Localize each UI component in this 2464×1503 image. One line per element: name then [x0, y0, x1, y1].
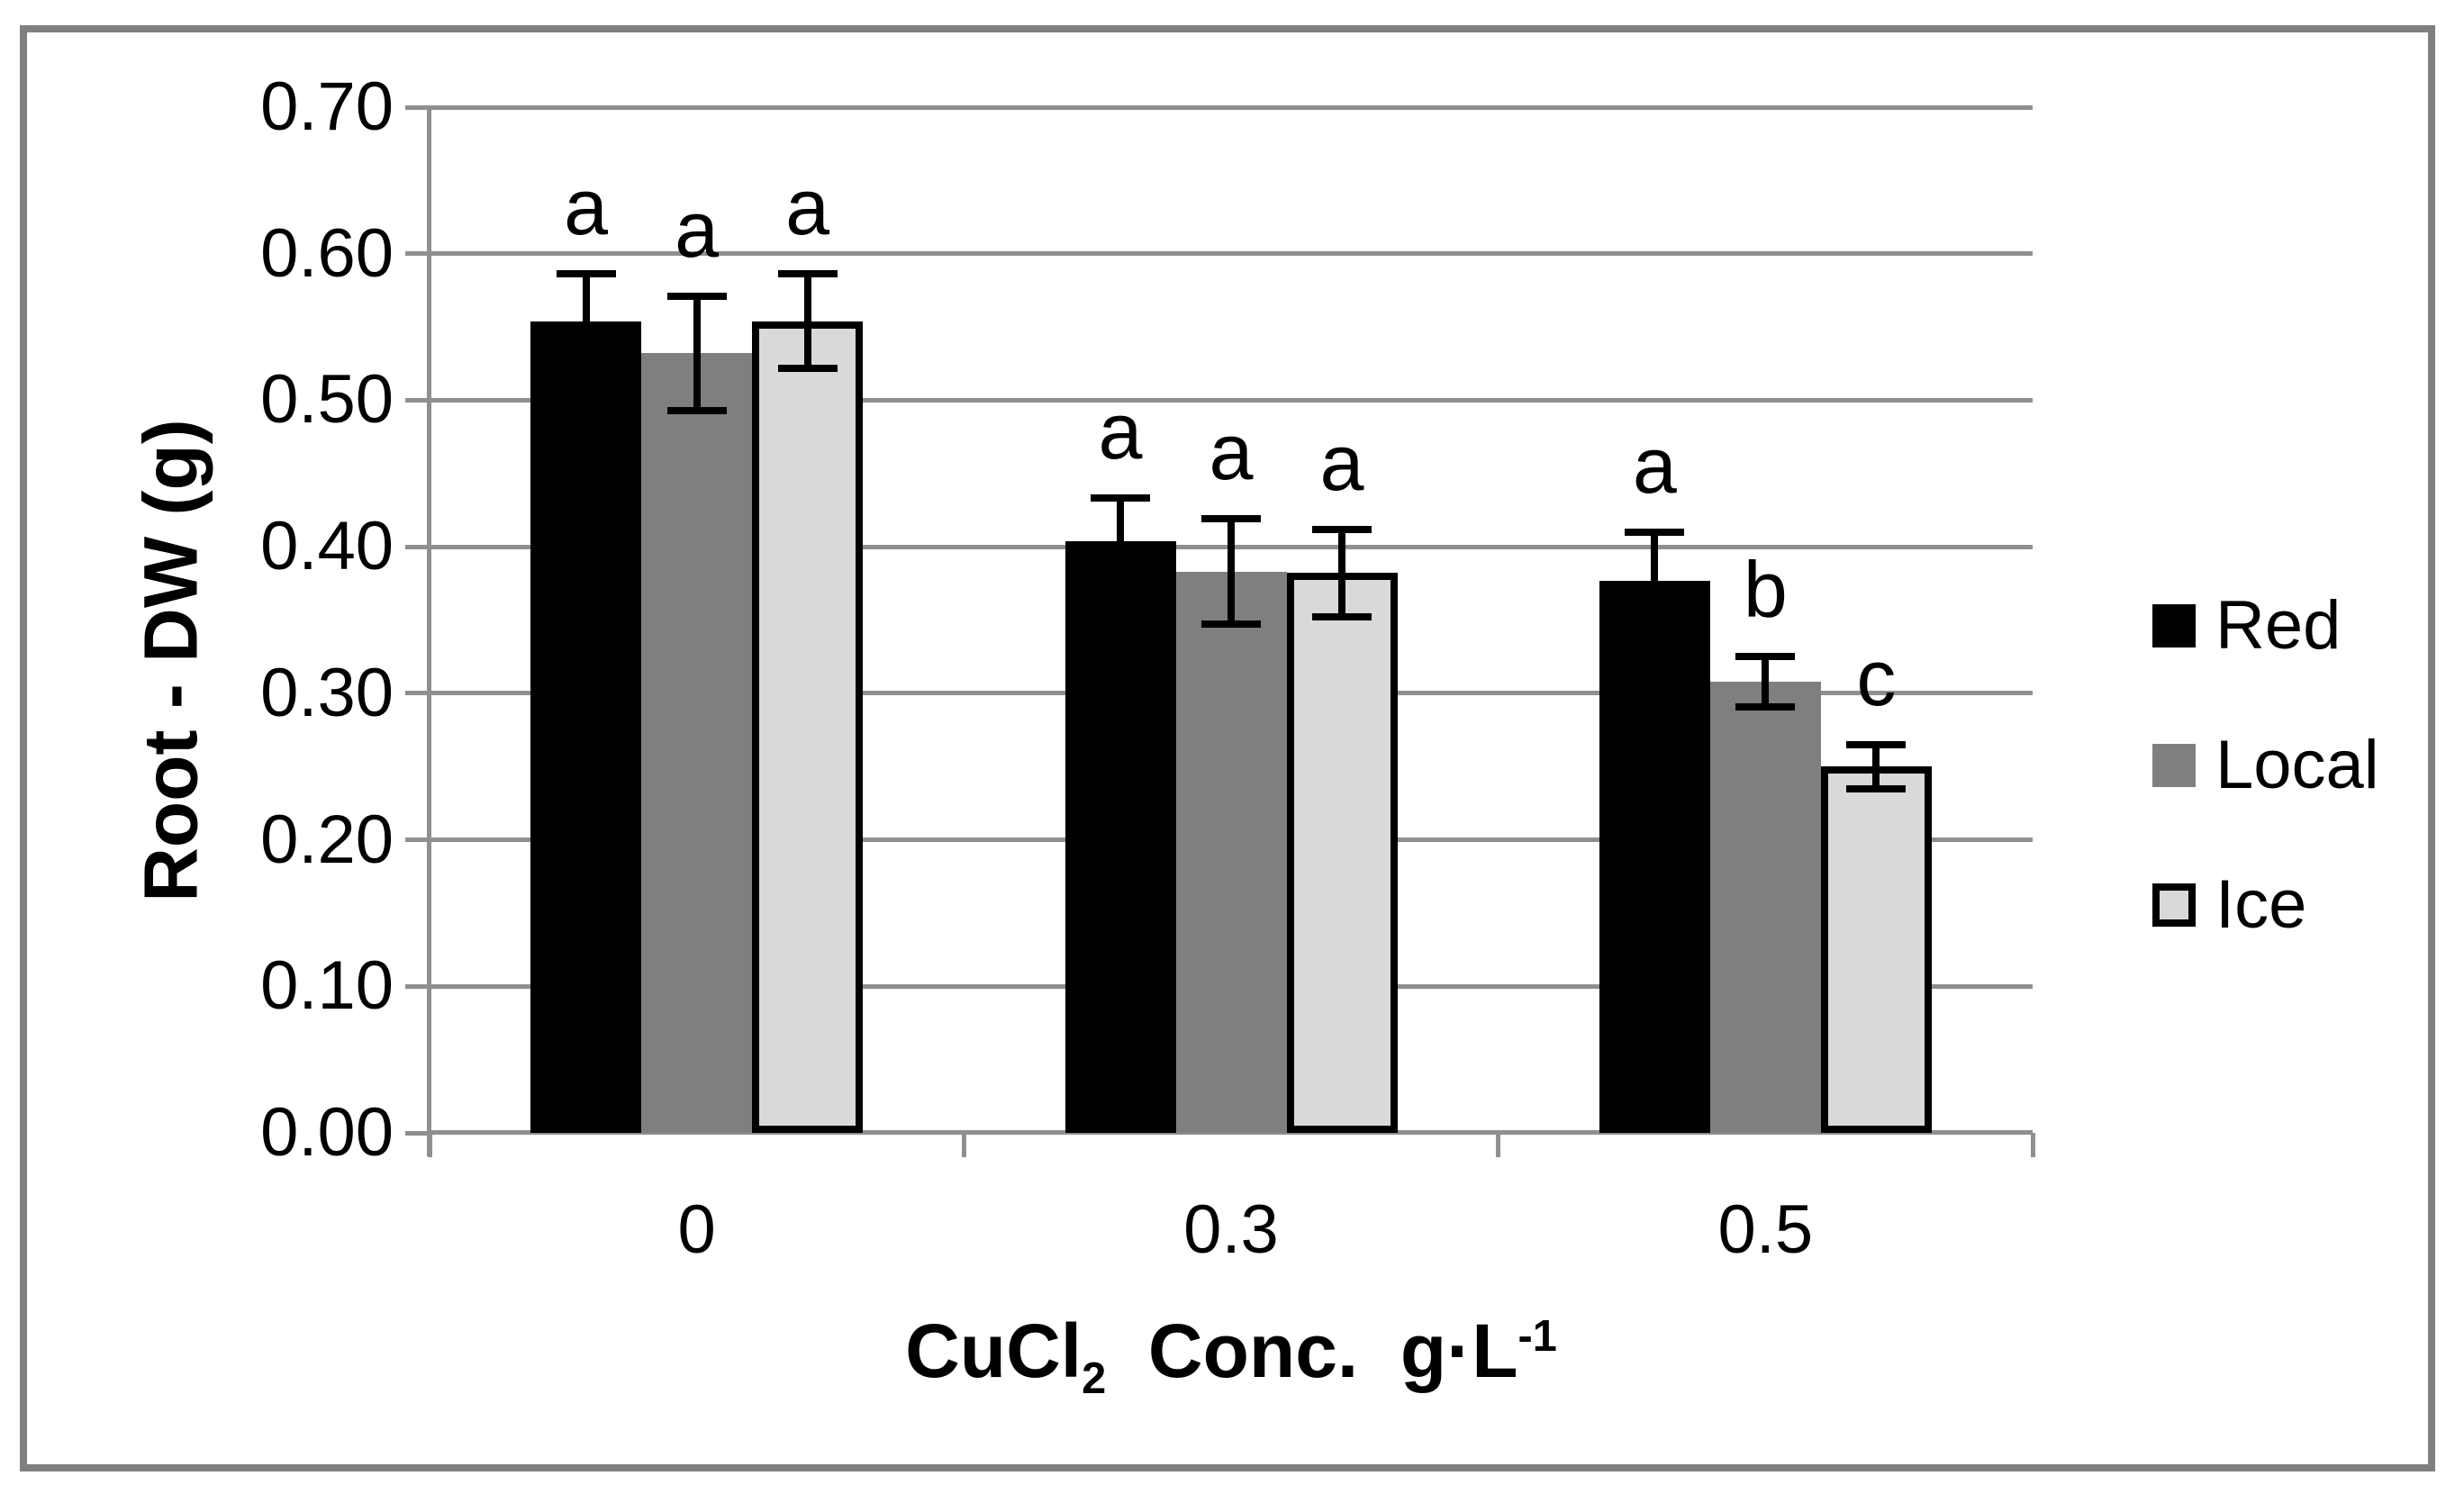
y-axis-tick — [405, 838, 430, 843]
significance-letter: a — [564, 162, 609, 252]
error-bar — [1338, 529, 1345, 618]
y-axis-tick — [405, 251, 430, 257]
x-axis-tick — [1496, 1133, 1501, 1157]
bar-local-0.5 — [1709, 681, 1821, 1133]
x-category-label: 0 — [677, 1191, 716, 1268]
bar-red-0.3 — [1064, 540, 1176, 1133]
error-bar — [693, 295, 701, 411]
y-axis-line — [427, 107, 431, 1156]
error-bar-cap — [556, 364, 616, 372]
error-bar-cap — [1201, 620, 1261, 629]
x-axis-title-mid: Conc. g·L — [1106, 1308, 1518, 1393]
error-bar-cap — [1312, 525, 1372, 533]
x-axis-tick — [427, 1133, 432, 1157]
significance-letter: a — [1319, 417, 1364, 507]
significance-letter: b — [1743, 545, 1788, 635]
bar-red-0 — [530, 321, 642, 1133]
x-axis-tick — [961, 1133, 966, 1157]
error-bar-cap — [1625, 625, 1685, 633]
y-tick-label: 0.60 — [260, 214, 394, 292]
y-axis-tick — [405, 544, 430, 549]
significance-letter: a — [675, 184, 720, 274]
error-bar — [1651, 531, 1659, 629]
error-bar-cap — [777, 364, 838, 372]
bar-local-0.3 — [1175, 571, 1287, 1133]
error-bar-cap — [1846, 740, 1907, 748]
legend-item-ice: Ice — [2152, 861, 2379, 948]
y-tick-label: 0.40 — [260, 508, 394, 585]
error-bar-cap — [1735, 702, 1796, 711]
error-bar-cap — [777, 270, 838, 278]
legend-label: Local — [2215, 726, 2379, 803]
y-tick-label: 0.50 — [260, 361, 394, 439]
bar-ice-0 — [752, 321, 864, 1133]
error-bar — [1872, 744, 1880, 789]
error-bar — [582, 274, 590, 368]
x-axis-title-superscript: -1 — [1517, 1312, 1557, 1361]
error-bar-cap — [1091, 494, 1150, 503]
error-bar-cap — [666, 292, 727, 300]
x-axis-title-chem: CuCl — [905, 1308, 1083, 1393]
gridline — [430, 104, 2033, 110]
error-bar — [803, 274, 811, 368]
x-axis-title-subscript: 2 — [1082, 1354, 1107, 1403]
x-axis-title: CuCl2 Conc. g·L-1 — [430, 1308, 2033, 1400]
error-bar-cap — [1735, 653, 1796, 661]
y-tick-label: 0.00 — [260, 1094, 394, 1171]
error-bar — [1117, 498, 1124, 584]
x-axis-tick — [2030, 1133, 2035, 1157]
gridline — [430, 251, 2033, 257]
significance-letter: a — [1098, 386, 1143, 476]
y-axis-tick — [405, 691, 430, 696]
error-bar-cap — [1312, 613, 1372, 621]
error-bar-cap — [1201, 515, 1261, 523]
significance-letter: a — [1209, 407, 1254, 497]
error-bar-cap — [1625, 528, 1685, 536]
legend-item-red: Red — [2152, 582, 2379, 669]
gridline — [430, 397, 2033, 403]
bar-local-0 — [641, 353, 753, 1133]
significance-letter: c — [1856, 632, 1897, 722]
error-bar — [1762, 656, 1770, 707]
y-tick-label: 0.70 — [260, 68, 394, 145]
legend-marker-ice — [2152, 883, 2196, 927]
x-category-label: 0.3 — [1183, 1191, 1279, 1268]
legend-item-local: Local — [2152, 721, 2379, 809]
significance-letter: a — [785, 162, 830, 252]
y-axis-tick — [405, 1130, 430, 1136]
legend-marker-local — [2152, 743, 2196, 787]
significance-letter: a — [1632, 420, 1677, 510]
error-bar-cap — [556, 270, 616, 278]
x-category-label: 0.5 — [1717, 1191, 1814, 1268]
figure-border — [20, 25, 2435, 1471]
error-bar-cap — [1846, 784, 1907, 792]
bar-ice-0.3 — [1286, 573, 1398, 1133]
error-bar-cap — [1091, 579, 1150, 587]
y-tick-label: 0.30 — [260, 654, 394, 731]
error-bar-cap — [666, 406, 727, 414]
bar-red-0.5 — [1599, 580, 1710, 1133]
y-tick-label: 0.20 — [260, 801, 394, 878]
bar-ice-0.5 — [1820, 766, 1932, 1133]
error-bar — [1227, 519, 1235, 625]
legend-marker-red — [2152, 603, 2196, 647]
legend-label: Ice — [2215, 865, 2307, 943]
y-tick-label: 0.10 — [260, 947, 394, 1025]
legend: Red Local Ice — [2152, 582, 2379, 948]
y-axis-tick — [405, 104, 430, 110]
legend-label: Red — [2215, 586, 2342, 664]
y-axis-tick — [405, 397, 430, 403]
y-axis-tick — [405, 983, 430, 989]
